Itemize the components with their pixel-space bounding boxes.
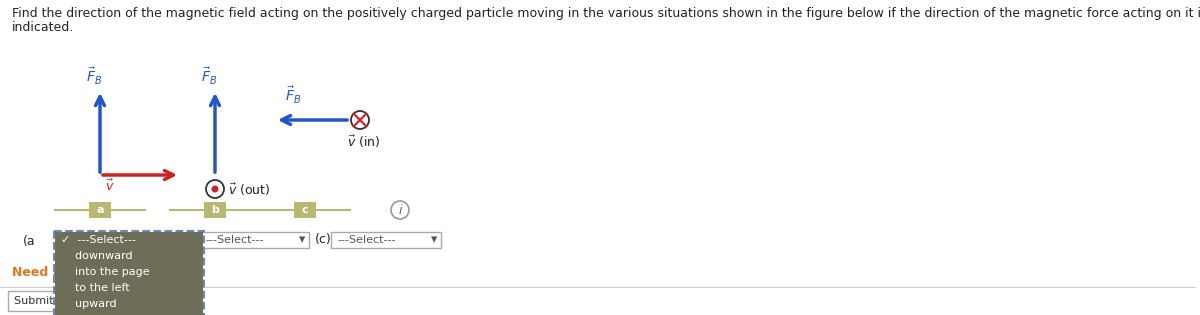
Text: Find the direction of the magnetic field acting on the positively charged partic: Find the direction of the magnetic field… xyxy=(12,7,1200,20)
Text: $\vec{F}_B$: $\vec{F}_B$ xyxy=(286,85,301,106)
Text: downward: downward xyxy=(61,251,133,261)
Text: b: b xyxy=(211,205,218,215)
Text: $\vec{F}_B$: $\vec{F}_B$ xyxy=(86,66,102,87)
Text: (c): (c) xyxy=(314,233,331,247)
Text: ---Select---: ---Select--- xyxy=(205,235,264,245)
Circle shape xyxy=(352,111,370,129)
Circle shape xyxy=(391,201,409,219)
FancyBboxPatch shape xyxy=(55,280,203,296)
Text: to the left: to the left xyxy=(61,283,130,293)
FancyBboxPatch shape xyxy=(199,232,310,248)
Text: i: i xyxy=(398,204,402,217)
Circle shape xyxy=(212,186,218,192)
FancyBboxPatch shape xyxy=(294,202,316,218)
Text: a: a xyxy=(96,205,103,215)
Text: into the page: into the page xyxy=(61,267,150,277)
Text: $\vec{v}$ (out): $\vec{v}$ (out) xyxy=(228,182,270,198)
Text: (a: (a xyxy=(23,234,36,248)
Text: indicated.: indicated. xyxy=(12,21,74,34)
Text: ✓  ---Select---: ✓ ---Select--- xyxy=(61,235,136,245)
FancyBboxPatch shape xyxy=(55,296,203,312)
FancyBboxPatch shape xyxy=(55,312,203,315)
FancyBboxPatch shape xyxy=(8,291,84,311)
Text: ): ) xyxy=(185,233,190,247)
Circle shape xyxy=(206,180,224,198)
FancyBboxPatch shape xyxy=(89,202,112,218)
Text: $\vec{v}$ (in): $\vec{v}$ (in) xyxy=(347,134,380,150)
Text: ▾: ▾ xyxy=(431,233,437,247)
Text: c: c xyxy=(301,205,308,215)
FancyBboxPatch shape xyxy=(331,232,442,248)
Text: Submit An: Submit An xyxy=(14,296,72,306)
Text: $\vec{v}$: $\vec{v}$ xyxy=(106,179,115,194)
Text: $\vec{F}_B$: $\vec{F}_B$ xyxy=(202,66,217,87)
FancyBboxPatch shape xyxy=(55,264,203,280)
Text: ---Select---: ---Select--- xyxy=(337,235,396,245)
Text: upward: upward xyxy=(61,299,116,309)
FancyBboxPatch shape xyxy=(55,248,203,264)
FancyBboxPatch shape xyxy=(55,232,203,248)
Text: ▾: ▾ xyxy=(299,233,305,247)
FancyBboxPatch shape xyxy=(204,202,226,218)
Text: Need H: Need H xyxy=(12,266,64,278)
